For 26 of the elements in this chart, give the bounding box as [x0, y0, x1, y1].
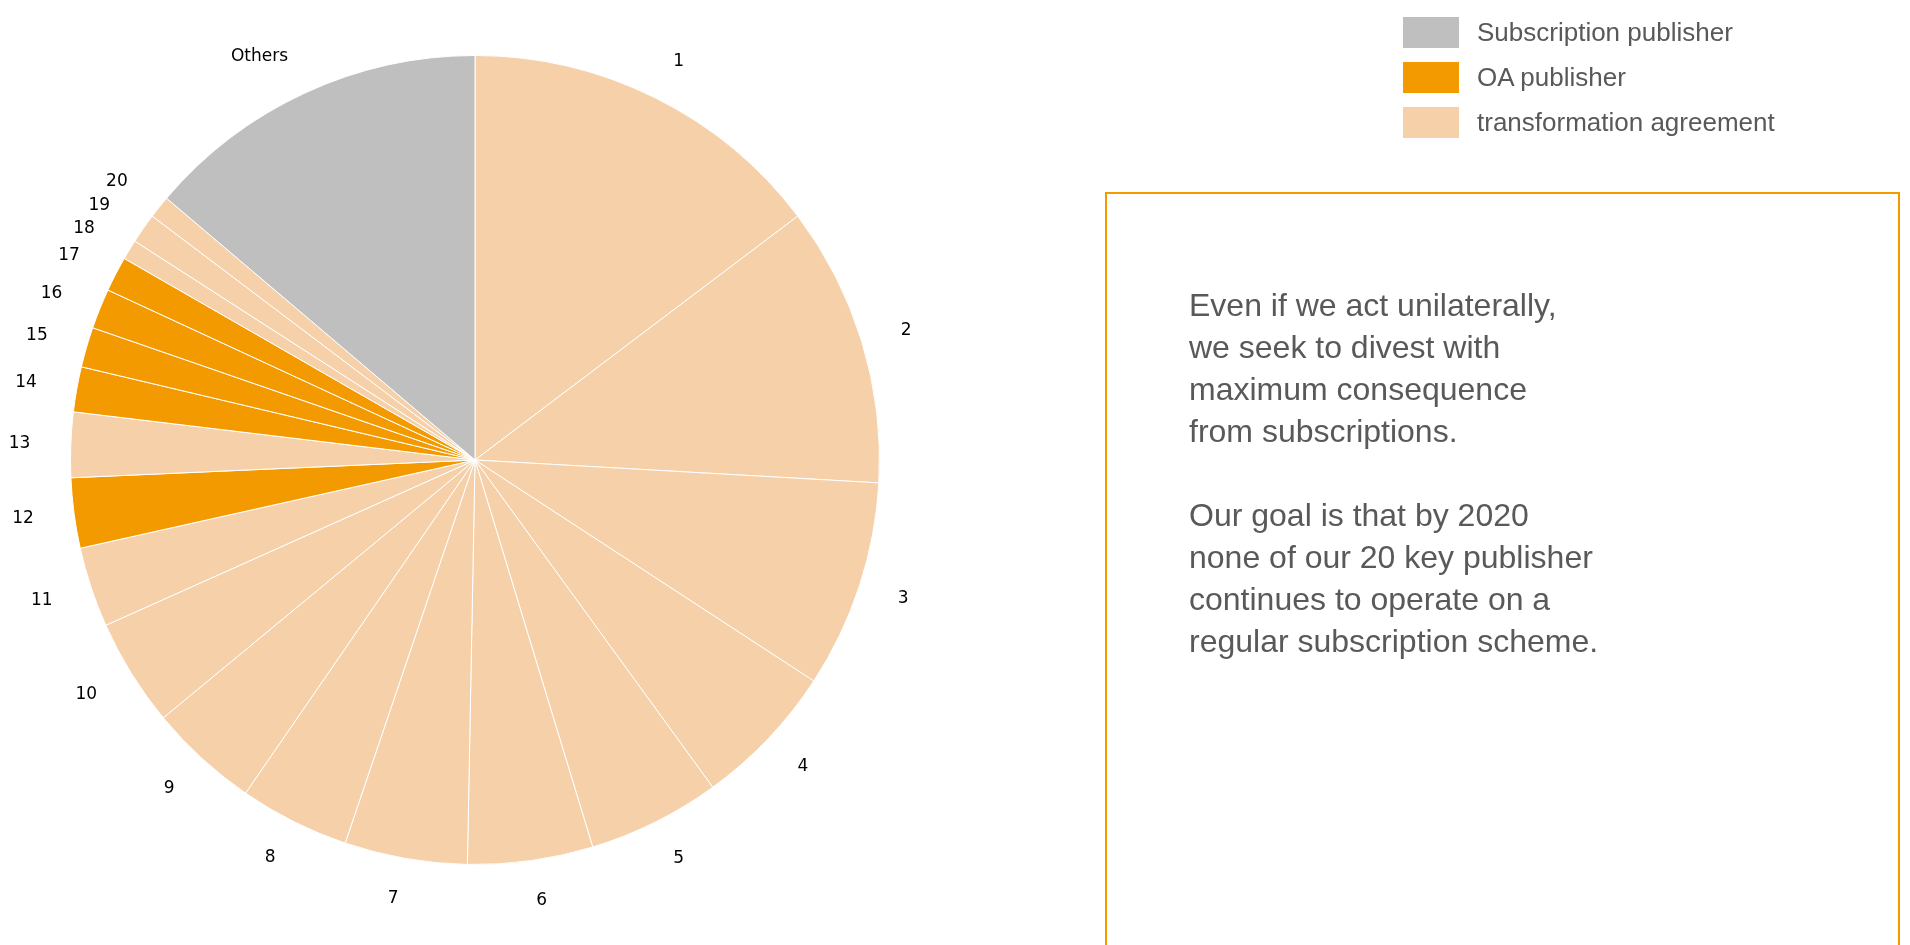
slice-label: 19 — [88, 193, 111, 214]
slice-label: 11 — [31, 588, 53, 609]
text: OA publisher — [1477, 62, 1626, 93]
slice-label: Others — [230, 44, 289, 65]
slice-label: 5 — [673, 846, 685, 867]
slice-label: 9 — [163, 776, 175, 797]
slice-label: 17 — [58, 243, 80, 264]
slice-label: 16 — [40, 282, 63, 303]
slice-label: 18 — [73, 217, 95, 238]
slice-label: 3 — [897, 587, 909, 608]
slice-label: 7 — [387, 886, 399, 907]
slice-label: 12 — [12, 506, 34, 527]
text: Subscription publisher — [1477, 17, 1733, 48]
slice-label: 6 — [536, 889, 548, 910]
slice-label: 15 — [26, 324, 48, 345]
slice-label: 10 — [75, 683, 98, 704]
slice-label: 20 — [106, 170, 128, 191]
slice-label: 4 — [797, 755, 809, 776]
slice-label: 8 — [264, 846, 276, 867]
slice-label: 14 — [15, 370, 37, 391]
slice-label: 2 — [900, 318, 912, 339]
slice-label: 13 — [8, 431, 31, 452]
text: transformation agreement — [1477, 107, 1775, 138]
text: Even if we act unilaterally, we seek to divest with maximum consequence from subscriptions. — [1189, 286, 1558, 451]
text: Our goal is that by 2020 none of our 20 key publisher continues to operate on a regular subscription scheme. — [1189, 496, 1600, 661]
slice-label: 1 — [673, 50, 685, 71]
